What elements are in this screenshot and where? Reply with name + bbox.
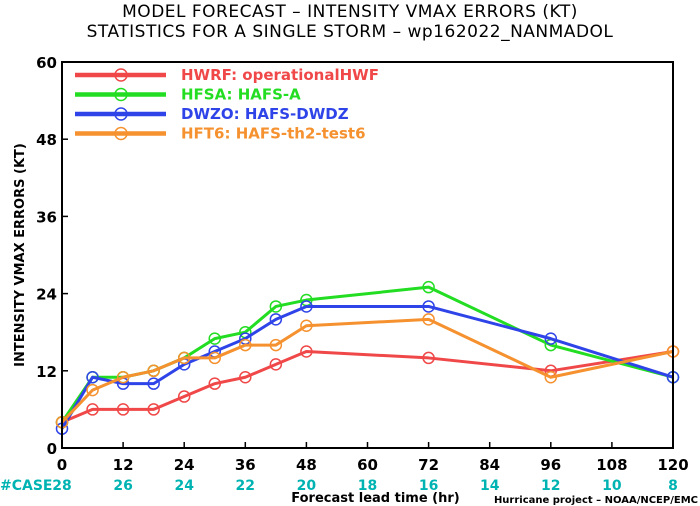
data-point: [239, 370, 252, 384]
y-tick-label: 60: [36, 54, 57, 72]
x-tick-label: 72: [418, 456, 439, 474]
y-tick-label: 36: [36, 208, 57, 226]
credit-text: Hurricane project – NOAA/NCEP/EMC: [494, 495, 698, 506]
x-tick-label: 120: [657, 456, 688, 474]
series-3: [55, 300, 680, 435]
case-count-label: 22: [236, 478, 255, 494]
chart-title: MODEL FORECAST – INTENSITY VMAX ERRORS (…: [122, 2, 578, 22]
data-point: [300, 300, 313, 313]
data-point: [86, 383, 99, 397]
case-count-label: 18: [358, 478, 377, 494]
x-tick-label: 96: [540, 456, 561, 474]
data-point: [177, 390, 191, 403]
data-point: [147, 403, 160, 416]
x-axis-title: Forecast lead time (hr): [291, 491, 459, 506]
data-point: [269, 338, 283, 352]
case-count-label: 26: [113, 478, 132, 494]
x-tick-label: 84: [479, 456, 500, 474]
series-line: [60, 317, 674, 424]
case-count-label: 8: [668, 478, 678, 494]
plot-frame: [61, 61, 674, 449]
data-point: [422, 313, 435, 326]
data-point: [422, 300, 435, 313]
series-layer: [55, 280, 680, 435]
case-count-label: 24: [174, 478, 194, 494]
x-tick-label: 108: [596, 456, 627, 474]
x-tick-label: 0: [57, 456, 67, 474]
series-line: [61, 350, 674, 424]
case-count-label: 12: [541, 478, 560, 494]
legend-label: DWZO: HAFS-DWDZ: [181, 105, 349, 123]
data-point: [147, 377, 160, 390]
data-point: [269, 313, 283, 326]
data-point: [269, 300, 283, 313]
y-tick-label: 48: [36, 131, 57, 149]
x-tick-label: 48: [296, 456, 317, 474]
data-point: [177, 351, 191, 365]
y-axis-title: INTENSITY VMAX ERRORS (KT): [13, 143, 28, 367]
x-tick-label: 12: [113, 456, 134, 474]
data-point: [300, 319, 313, 333]
case-count-label: 10: [602, 478, 622, 494]
data-point: [86, 403, 99, 416]
data-point: [544, 370, 558, 384]
y-tick-label: 12: [36, 363, 57, 381]
y-tick-label: 24: [36, 286, 57, 304]
x-tick-label: 36: [235, 456, 256, 474]
legend-marker: [114, 68, 128, 82]
legend-label: HFSA: HAFS-A: [181, 86, 301, 104]
y-tick-label: 0: [47, 440, 57, 458]
chart-subtitle: STATISTICS FOR A SINGLE STORM – wp162022…: [86, 22, 614, 42]
legend-marker: [114, 107, 128, 121]
case-count-label: 16: [419, 478, 438, 494]
legend-marker: [114, 87, 128, 102]
legend-label: HFT6: HAFS-th2-test6: [181, 125, 366, 143]
legend-marker: [114, 126, 128, 141]
data-point: [208, 377, 221, 390]
data-point: [147, 364, 160, 378]
data-point: [208, 351, 221, 365]
data-point: [208, 332, 221, 345]
case-count-label: 28: [52, 478, 71, 494]
data-point: [239, 338, 252, 352]
data-point: [300, 345, 313, 358]
case-count-header: #CASE: [0, 478, 53, 494]
data-point: [116, 403, 130, 416]
legend-label: HWRF: operationalHWF: [181, 66, 379, 84]
data-point: [422, 351, 435, 365]
case-count-label: 14: [480, 478, 500, 494]
x-tick-label: 24: [174, 456, 195, 474]
x-tick-label: 60: [357, 456, 378, 474]
data-point: [422, 280, 435, 294]
data-point: [544, 332, 558, 345]
case-count-label: 20: [297, 478, 317, 494]
data-point: [269, 358, 283, 371]
data-point: [116, 370, 130, 384]
data-point: [86, 370, 99, 384]
